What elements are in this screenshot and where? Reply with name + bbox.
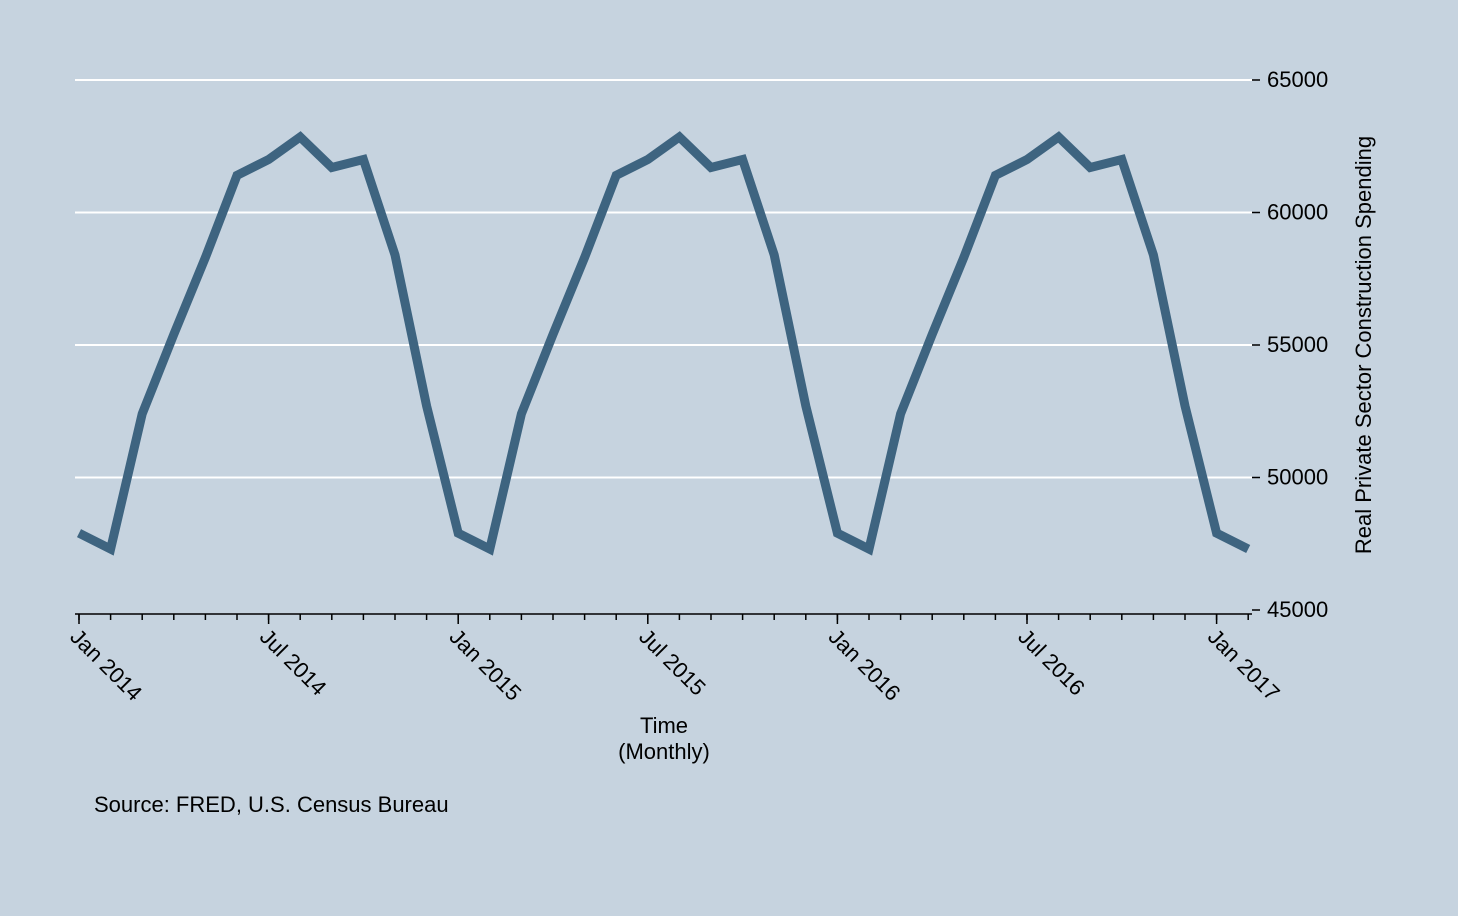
x-axis-sublabel: (Monthly) [618, 739, 710, 764]
y-axis-label: Real Private Sector Construction Spendin… [1351, 136, 1376, 554]
x-axis-label: Time [640, 713, 688, 738]
y-tick-label: 65000 [1267, 67, 1328, 92]
y-tick-label: 50000 [1267, 464, 1328, 489]
y-tick-label: 55000 [1267, 332, 1328, 357]
data-line [76, 131, 1251, 556]
source-note: Source: FRED, U.S. Census Bureau [94, 792, 449, 817]
y-tick-label: 60000 [1267, 199, 1328, 224]
y-tick-label: 45000 [1267, 597, 1328, 622]
